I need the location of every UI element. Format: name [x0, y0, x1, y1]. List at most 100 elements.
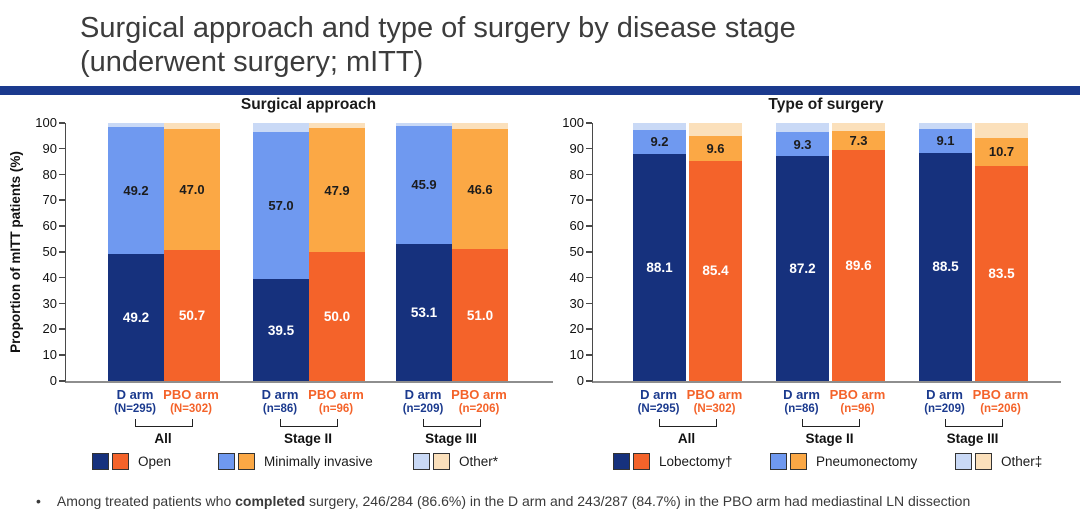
y-tick-mark: [586, 225, 592, 227]
plot-area: 88.1 9.2 85.4 9.6 87.2 9.3 89.6 7.3 88.5 9.1 83.5 1…: [592, 123, 1061, 383]
arm-label-pbo: PBO arm (N=302): [149, 387, 233, 416]
slide-title-line2: (underwent surgery; mITT): [80, 46, 424, 78]
segment-other: [975, 123, 1028, 138]
bar-value-label: 57.0: [268, 198, 294, 214]
y-tick-label: 0: [49, 373, 57, 388]
footnote-text-post: surgery, 246/284 (86.6%) in the D arm an…: [305, 493, 971, 509]
bar-pbo-arm-all: 85.4 9.6: [689, 123, 742, 381]
bar-d-arm-all: 88.1 9.2: [633, 123, 686, 381]
y-tick-label: 90: [42, 140, 57, 156]
chart-type-of-surgery: Type of surgery 88.1 9.2 85.4 9.6 87.2 9.3 89.…: [548, 95, 1080, 477]
segment-pneumonectomy: 7.3: [832, 131, 885, 150]
legend-item-pneumonectomy: Pneumonectomy: [770, 453, 917, 470]
segment-open: 51.0: [452, 249, 508, 381]
bar-value-label: 50.0: [323, 309, 351, 324]
y-tick-mark: [586, 302, 592, 305]
legend-swatch-pbo: [633, 453, 650, 470]
bar-value-label: 83.5: [988, 265, 1015, 281]
segment-lobectomy: 87.2: [776, 156, 829, 381]
group-label: Stage III: [425, 431, 477, 446]
y-tick-label: 90: [569, 140, 584, 156]
y-tick-mark: [59, 173, 65, 176]
legend-swatch-pbo: [112, 453, 129, 470]
segment-other: [309, 123, 365, 129]
segment-minimally-invasive: 49.2: [108, 127, 164, 255]
arm-label-n: (N=295): [637, 403, 680, 415]
y-tick-label: 40: [569, 269, 584, 285]
y-tick-mark: [59, 276, 65, 279]
segment-minimally-invasive: 46.6: [452, 129, 508, 250]
y-tick-label: 60: [569, 218, 584, 234]
legend-swatch-d: [413, 453, 430, 470]
group-bracket: [944, 419, 1003, 427]
y-tick-label: 10: [42, 347, 57, 363]
slide-title-line1: Surgical approach and type of surgery by…: [80, 12, 796, 44]
segment-pneumonectomy: 10.7: [975, 137, 1028, 166]
y-tick-mark: [59, 122, 65, 124]
bar-value-label: 50.7: [178, 308, 206, 324]
legend-swatch-d: [955, 453, 972, 470]
group-label: All: [154, 431, 172, 446]
segment-other: [633, 123, 686, 130]
segment-other: [919, 123, 972, 130]
arm-label-n: (n=86): [262, 403, 298, 415]
arm-label-d: D arm (N=295): [93, 387, 177, 416]
plot-area: 49.2 49.2 50.7 47.0 39.5 57.0 50.0 47.9 53.1 45.9…: [65, 123, 553, 383]
segment-minimally-invasive: 47.9: [309, 128, 365, 252]
segment-open: 53.1: [396, 244, 452, 381]
arm-label-pbo: PBO arm (N=302): [673, 387, 757, 416]
y-tick-label: 60: [42, 218, 57, 234]
footnote: • Among treated patients who completed su…: [36, 493, 1070, 509]
arm-label-name: D arm: [261, 387, 299, 402]
bar-value-label: 9.2: [650, 134, 669, 150]
arm-label-name: D arm: [783, 387, 820, 402]
y-tick-label: 100: [562, 115, 584, 130]
y-tick-label: 100: [35, 115, 57, 130]
segment-other: [689, 123, 742, 136]
chart-title: Type of surgery: [768, 96, 884, 113]
y-tick-mark: [586, 173, 592, 176]
bar-value-label: 9.6: [706, 140, 725, 156]
segment-minimally-invasive: 45.9: [396, 125, 452, 245]
arm-label-pbo: PBO arm (n=206): [437, 387, 521, 416]
y-tick-mark: [59, 380, 65, 382]
legend-item-open: Open: [92, 453, 171, 470]
legend-label: Other‡: [1001, 454, 1043, 469]
legend-item-other: Other*: [413, 453, 498, 470]
y-tick-mark: [586, 328, 592, 330]
group-bracket: [658, 419, 717, 427]
bar-pbo-arm-all: 50.7 47.0: [164, 123, 220, 381]
footnote-bullet: •: [36, 493, 41, 509]
arm-label-d: D arm (n=209): [381, 387, 465, 416]
arm-label-n: (N=302): [693, 403, 736, 415]
chart-title: Surgical approach: [240, 96, 377, 113]
bar-pbo-arm-stage-ii: 50.0 47.9: [309, 123, 365, 381]
segment-lobectomy: 88.1: [633, 153, 686, 381]
y-tick-mark: [586, 122, 592, 124]
arm-label-name: D arm: [116, 387, 154, 402]
legend-label: Open: [138, 454, 172, 469]
segment-lobectomy: 89.6: [832, 149, 885, 381]
bar-value-label: 51.0: [466, 307, 494, 323]
segment-open: 39.5: [253, 279, 309, 381]
bar-d-arm-stage-ii: 87.2 9.3: [776, 123, 829, 381]
segment-other: [164, 123, 220, 129]
legend-item-other: Other‡: [955, 453, 1042, 470]
arm-label-d: D arm (n=209): [903, 387, 987, 416]
footnote-text-bold: completed: [235, 493, 306, 509]
arm-label-name: PBO arm: [163, 387, 219, 402]
y-tick-mark: [586, 276, 592, 279]
bar-value-label: 47.0: [179, 182, 205, 198]
bar-d-arm-stage-iii: 88.5 9.1: [919, 123, 972, 381]
bar-value-label: 9.3: [793, 136, 812, 152]
segment-other: [253, 123, 309, 133]
segment-other: [452, 123, 508, 130]
arm-label-d: D arm (N=295): [617, 387, 701, 416]
segment-other: [108, 123, 164, 128]
bar-d-arm-all: 49.2 49.2: [108, 123, 164, 381]
group-label: Stage III: [946, 431, 999, 446]
group-label: Stage II: [283, 431, 332, 446]
arm-label-n: (n=96): [840, 403, 875, 415]
legend-swatch-d: [218, 453, 235, 470]
segment-pneumonectomy: 9.2: [633, 129, 686, 154]
